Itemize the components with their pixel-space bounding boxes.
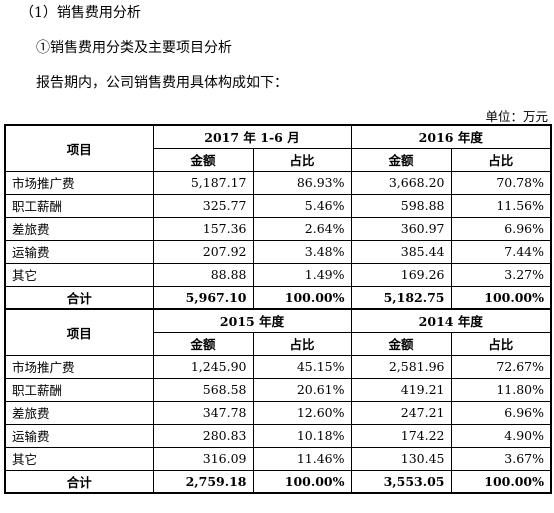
subheader-cell: 占比	[450, 147, 552, 172]
subheader-cell: 金额	[350, 147, 452, 172]
period-header: 2014 年度	[350, 308, 552, 333]
value-cell: 6.96%	[450, 400, 552, 425]
value-cell: 10.18%	[252, 423, 352, 448]
value-cell: 280.83	[152, 423, 254, 448]
value-cell: 3.67%	[450, 446, 552, 471]
value-cell: 385.44	[350, 239, 452, 264]
value-cell: 169.26	[350, 262, 452, 287]
value-cell: 1.49%	[252, 262, 352, 287]
total-value: 100.00%	[252, 469, 352, 494]
value-cell: 130.45	[350, 446, 452, 471]
value-cell: 325.77	[152, 193, 254, 218]
item-cell: 市场推广费	[4, 354, 154, 379]
value-cell: 360.97	[350, 216, 452, 241]
data-row: 其它 316.09 11.46% 130.45 3.67%	[4, 446, 552, 471]
value-cell: 11.56%	[450, 193, 552, 218]
total-row: 合计 5,967.10 100.00% 5,182.75 100.00%	[4, 285, 552, 310]
item-cell: 其它	[4, 262, 154, 287]
subheader-cell: 金额	[350, 331, 452, 356]
subheader-cell: 占比	[450, 331, 552, 356]
item-cell: 差旅费	[4, 216, 154, 241]
value-cell: 12.60%	[252, 400, 352, 425]
expense-table: 项目 2017 年 1-6 月 2016 年度 金额 占比 金额 占比 市场推广费 5,187.…	[4, 124, 552, 494]
value-cell: 6.96%	[450, 216, 552, 241]
total-value: 100.00%	[450, 285, 552, 310]
period-header: 2015 年度	[152, 308, 352, 333]
heading: （1）销售费用分析	[20, 5, 141, 21]
period-header: 2017 年 1-6 月	[152, 124, 352, 149]
total-row: 合计 2,759.18 100.00% 3,553.05 100.00%	[4, 469, 552, 494]
item-cell: 运输费	[4, 239, 154, 264]
subheader-cell: 占比	[252, 147, 352, 172]
table-block: 项目 2017 年 1-6 月 2016 年度 金额 占比 金额 占比 市场推广费 5,187.…	[4, 124, 552, 310]
item-cell: 职工薪酬	[4, 377, 154, 402]
item-cell: 运输费	[4, 423, 154, 448]
header-row: 项目 2017 年 1-6 月 2016 年度	[4, 124, 552, 172]
value-cell: 11.80%	[450, 377, 552, 402]
item-cell: 职工薪酬	[4, 193, 154, 218]
value-cell: 11.46%	[252, 446, 352, 471]
total-label: 合计	[4, 469, 154, 494]
header-cell: 项目	[4, 308, 154, 356]
total-label: 合计	[4, 285, 154, 310]
value-cell: 316.09	[152, 446, 254, 471]
subheader-cell: 金额	[152, 147, 254, 172]
data-row: 职工薪酬 568.58 20.61% 419.21 11.80%	[4, 377, 552, 402]
value-cell: 70.78%	[450, 170, 552, 195]
total-value: 3,553.05	[350, 469, 452, 494]
total-value: 5,967.10	[152, 285, 254, 310]
value-cell: 88.88	[152, 262, 254, 287]
data-row: 市场推广费 1,245.90 45.15% 2,581.96 72.67%	[4, 354, 552, 379]
data-row: 差旅费 347.78 12.60% 247.21 6.96%	[4, 400, 552, 425]
data-row: 运输费 207.92 3.48% 385.44 7.44%	[4, 239, 552, 264]
value-cell: 3.27%	[450, 262, 552, 287]
value-cell: 5,187.17	[152, 170, 254, 195]
value-cell: 5.46%	[252, 193, 352, 218]
subheader-cell: 占比	[252, 331, 352, 356]
item-cell: 其它	[4, 446, 154, 471]
header-row: 项目 2015 年度 2014 年度	[4, 308, 552, 356]
data-row: 运输费 280.83 10.18% 174.22 4.90%	[4, 423, 552, 448]
value-cell: 4.90%	[450, 423, 552, 448]
subheader-cell: 金额	[152, 331, 254, 356]
value-cell: 598.88	[350, 193, 452, 218]
total-value: 100.00%	[252, 285, 352, 310]
value-cell: 174.22	[350, 423, 452, 448]
header-cell: 项目	[4, 124, 154, 172]
intro: 报告期内，公司销售费用具体构成如下：	[36, 75, 288, 91]
data-row: 市场推广费 5,187.17 86.93% 3,668.20 70.78%	[4, 170, 552, 195]
value-cell: 207.92	[152, 239, 254, 264]
total-value: 5,182.75	[350, 285, 452, 310]
value-cell: 3.48%	[252, 239, 352, 264]
value-cell: 45.15%	[252, 354, 352, 379]
total-value: 100.00%	[450, 469, 552, 494]
subheader-row: 金额 占比 金额 占比	[5, 147, 552, 172]
value-cell: 157.36	[152, 216, 254, 241]
period-header: 2016 年度	[350, 124, 552, 149]
table-block: 项目 2015 年度 2014 年度 金额 占比 金额 占比 市场推广费 1,245.90 45.…	[4, 308, 552, 494]
value-cell: 247.21	[350, 400, 452, 425]
data-row: 差旅费 157.36 2.64% 360.97 6.96%	[4, 216, 552, 241]
value-cell: 1,245.90	[152, 354, 254, 379]
value-cell: 2.64%	[252, 216, 352, 241]
item-cell: 市场推广费	[4, 170, 154, 195]
value-cell: 7.44%	[450, 239, 552, 264]
data-row: 职工薪酬 325.77 5.46% 598.88 11.56%	[4, 193, 552, 218]
value-cell: 347.78	[152, 400, 254, 425]
unit: 单位：万元	[485, 109, 548, 124]
subheading: ①销售费用分类及主要项目分析	[36, 40, 232, 56]
value-cell: 419.21	[350, 377, 452, 402]
value-cell: 86.93%	[252, 170, 352, 195]
item-cell: 差旅费	[4, 400, 154, 425]
total-value: 2,759.18	[152, 469, 254, 494]
value-cell: 72.67%	[450, 354, 552, 379]
value-cell: 3,668.20	[350, 170, 452, 195]
value-cell: 20.61%	[252, 377, 352, 402]
subheader-row: 金额 占比 金额 占比	[5, 331, 552, 356]
value-cell: 568.58	[152, 377, 254, 402]
data-row: 其它 88.88 1.49% 169.26 3.27%	[4, 262, 552, 287]
value-cell: 2,581.96	[350, 354, 452, 379]
